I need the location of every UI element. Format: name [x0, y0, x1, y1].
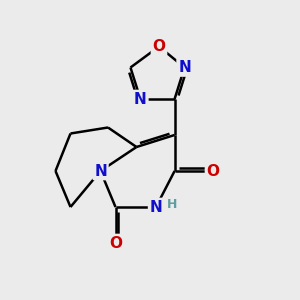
Text: N: N: [178, 60, 191, 75]
Text: N: N: [150, 200, 162, 214]
Text: N: N: [94, 164, 107, 178]
Text: O: O: [109, 236, 122, 250]
Text: O: O: [152, 39, 166, 54]
Text: O: O: [206, 164, 220, 178]
Text: N: N: [134, 92, 147, 106]
Text: H: H: [167, 198, 177, 211]
